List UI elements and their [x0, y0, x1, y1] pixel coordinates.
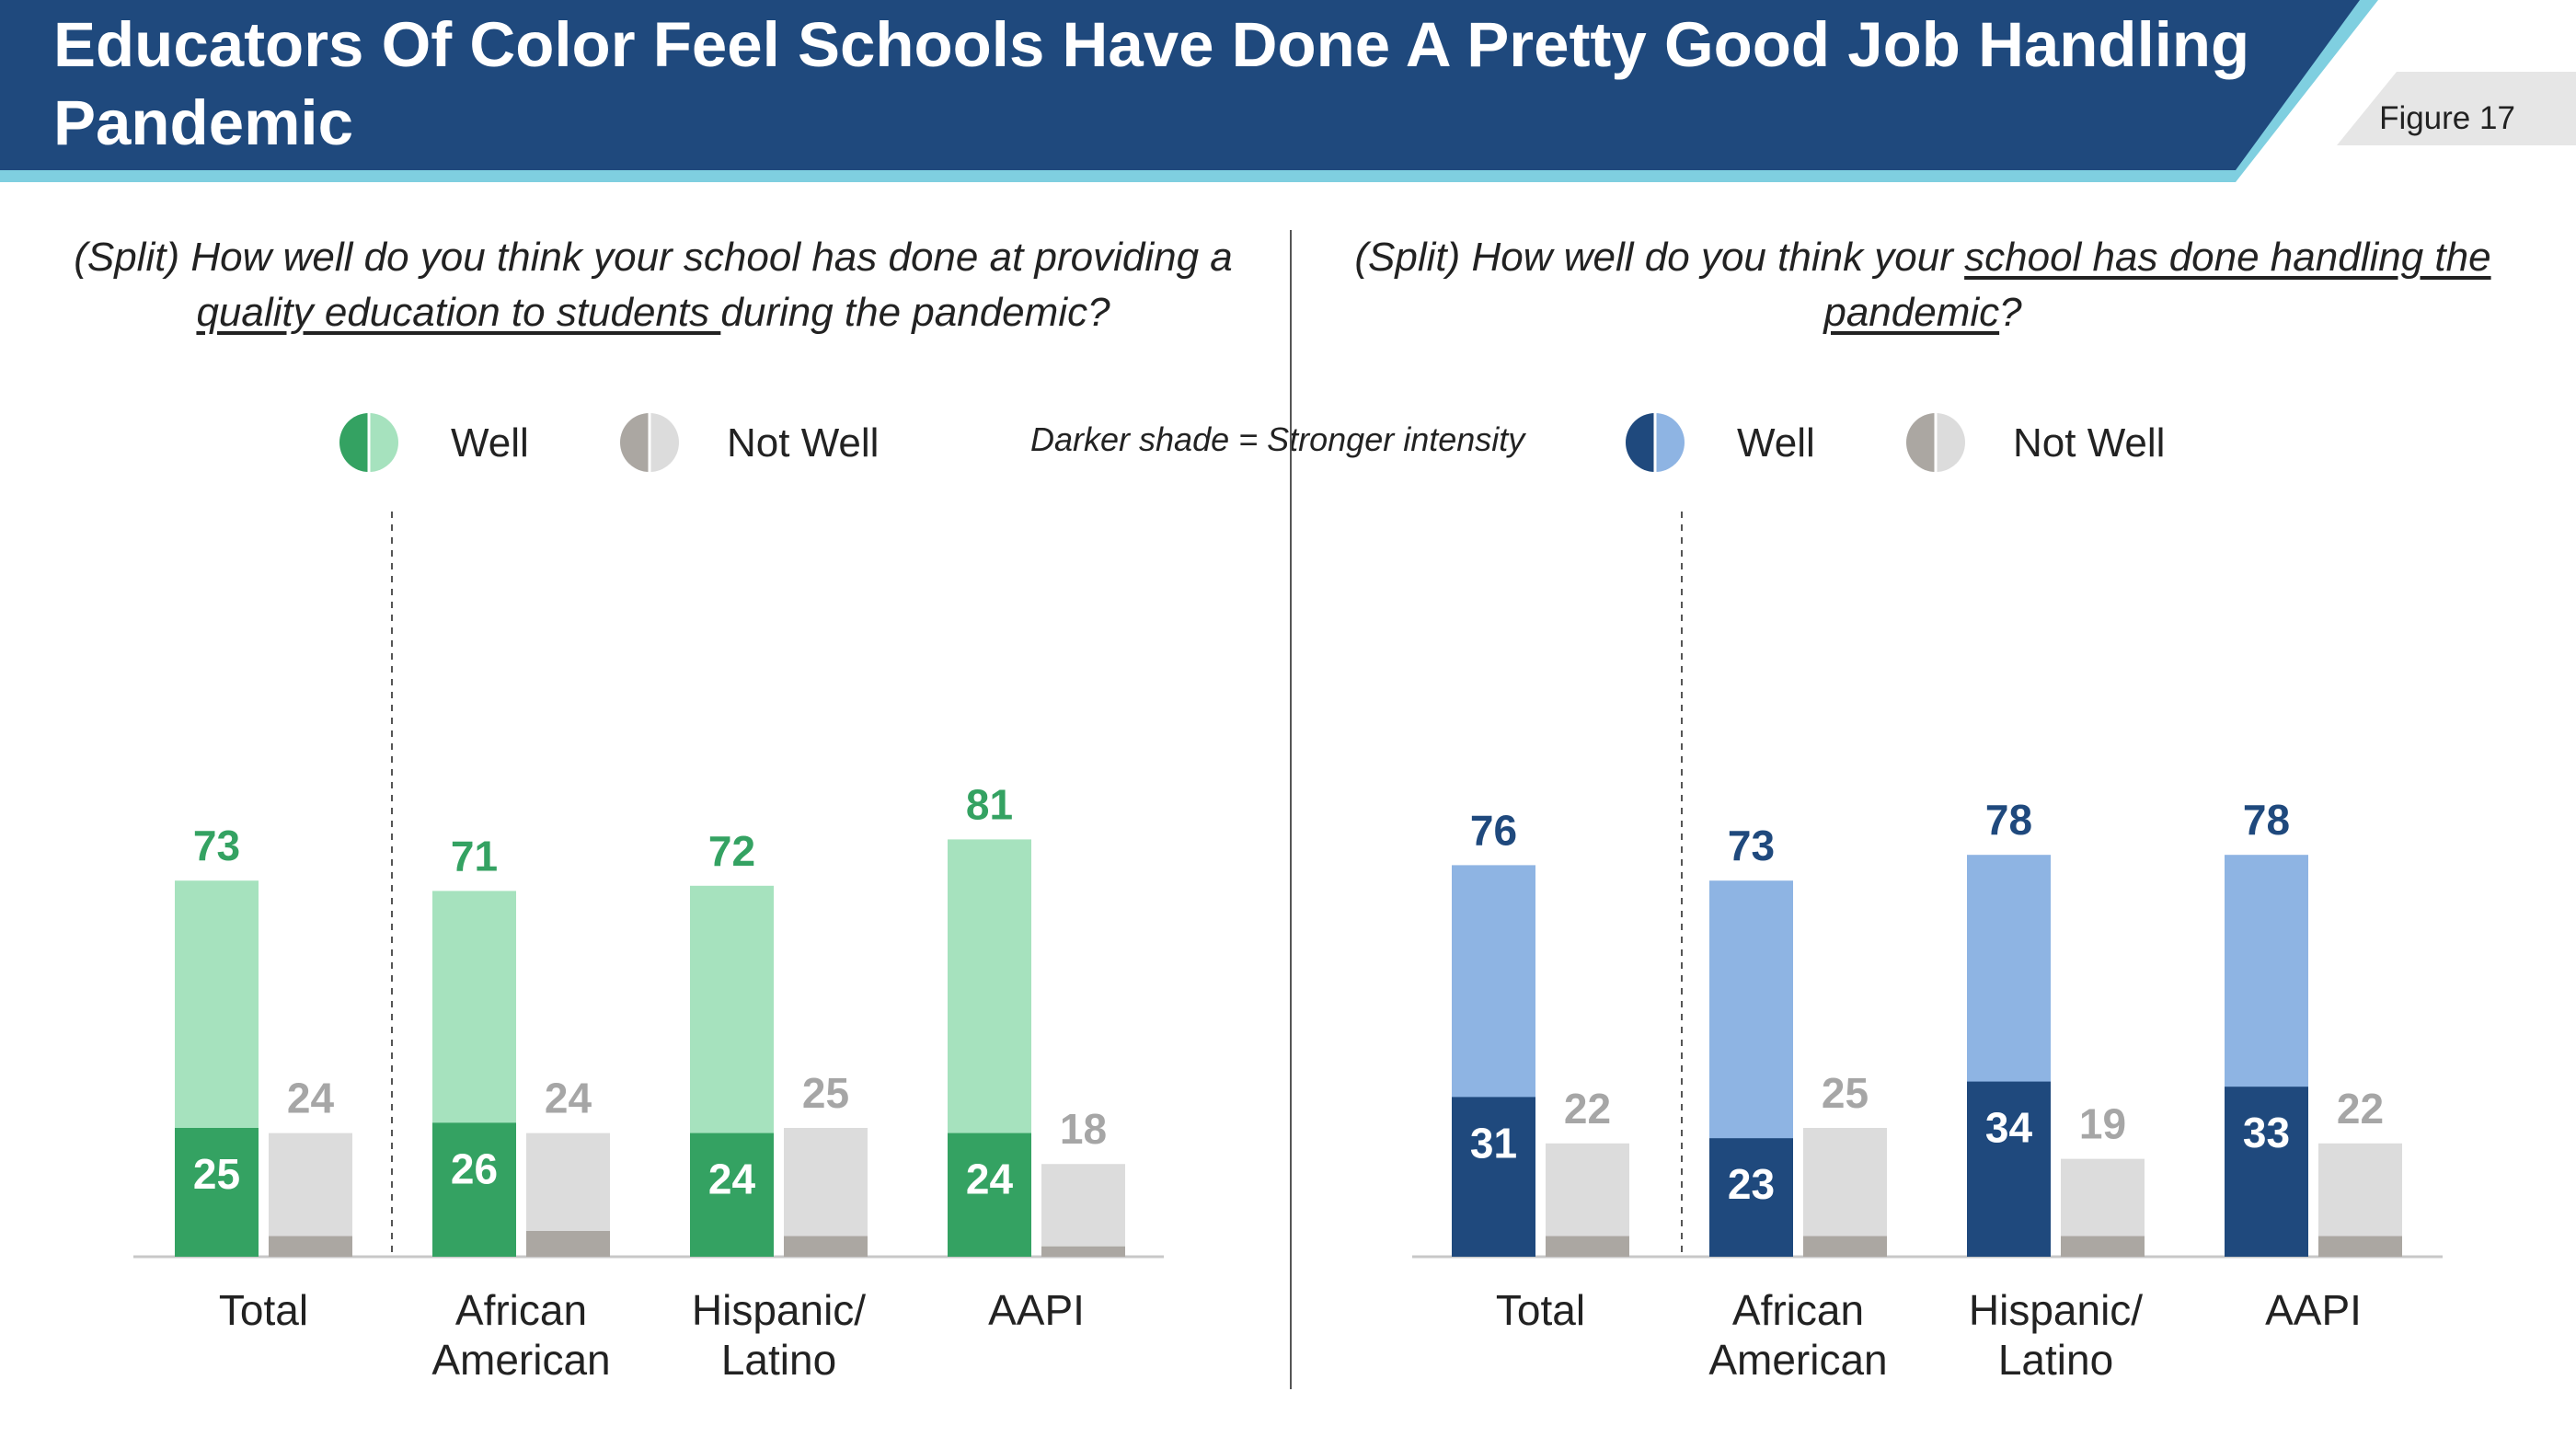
question-left-suffix: during the pandemic? — [720, 290, 1110, 335]
legend-right-well-label: Well — [1737, 420, 1815, 466]
chart-left-bar-not-well-hispanic-latino — [784, 1128, 868, 1257]
question-left-underlined: quality education to students — [196, 290, 721, 335]
legend-left-not-well-swatch-dark-half — [620, 413, 650, 472]
chart-right-label-not-well-total: 22 — [1564, 1085, 1611, 1133]
header-banner — [0, 0, 2576, 182]
chart-right-label-well-strong-aapi: 33 — [2243, 1109, 2290, 1156]
chart-right-label-well-strong-african-american: 23 — [1728, 1160, 1775, 1208]
chart-right-category-label-hispanic-latino-line1: Hispanic/ — [1969, 1286, 2143, 1334]
chart-left-category-label-hispanic-latino-line1: Hispanic/ — [692, 1286, 866, 1334]
question-left: (Split) How well do you think your schoo… — [18, 230, 1288, 340]
legend-right-well-swatch-dark-half — [1626, 413, 1655, 472]
question-right-suffix: ? — [1999, 290, 2022, 335]
chart-right-category-label-hispanic-latino-line2: Latino — [1998, 1336, 2113, 1384]
chart-left-label-well-strong-aapi: 24 — [966, 1156, 1014, 1203]
page-title: Educators Of Color Feel Schools Have Don… — [53, 9, 2250, 158]
chart-left-label-not-well-hispanic-latino: 25 — [802, 1069, 849, 1117]
chart-left-bar-well-strong-hispanic-latino — [690, 1133, 774, 1257]
legend-left-not-well-label: Not Well — [727, 420, 880, 466]
chart-right-label-well-aapi: 78 — [2243, 796, 2290, 844]
legend-right-well-swatch-light-half — [1655, 413, 1685, 472]
chart-right-label-not-well-african-american: 25 — [1822, 1069, 1869, 1117]
chart-left-bar-not-well-strong-aapi — [1041, 1246, 1125, 1257]
chart-right-label-well-strong-total: 31 — [1470, 1119, 1517, 1167]
chart-right-label-not-well-hispanic-latino: 19 — [2079, 1100, 2126, 1148]
chart-right-bar-well-strong-african-american — [1709, 1138, 1793, 1257]
chart-right-bar-not-well-strong-total — [1546, 1236, 1629, 1257]
chart-right-category-label-african-american-line1: African — [1732, 1286, 1864, 1334]
chart-right-bar-not-well-strong-aapi — [2318, 1236, 2402, 1257]
legend-right-not-well-label: Not Well — [2013, 420, 2166, 466]
chart-left-bar-not-well-aapi — [1041, 1164, 1125, 1257]
chart-left-label-not-well-african-american: 24 — [545, 1075, 592, 1122]
chart-left-bar-not-well-strong-total — [269, 1236, 352, 1257]
chart-right-bar-not-well-african-american — [1803, 1128, 1887, 1257]
question-left-prefix: (Split) How well do you think your schoo… — [74, 235, 1233, 280]
chart-left-label-well-african-american: 71 — [451, 832, 498, 880]
legend-left-well-label: Well — [451, 420, 529, 466]
legend-left-not-well-swatch-light-half — [650, 413, 679, 472]
question-right: (Split) How well do you think your schoo… — [1306, 230, 2539, 340]
chart-right-bar-not-well-strong-african-american — [1803, 1236, 1887, 1257]
chart-right-label-well-strong-hispanic-latino: 34 — [1985, 1104, 2033, 1152]
chart-left-category-label-hispanic-latino-line2: Latino — [721, 1336, 836, 1384]
chart-left-label-not-well-total: 24 — [287, 1075, 335, 1122]
figure-number: Figure 17 — [2379, 100, 2515, 136]
chart-left-bar-well-strong-aapi — [948, 1133, 1031, 1257]
chart-right-bar-well-strong-hispanic-latino — [1967, 1081, 2051, 1257]
legend-right-not-well-swatch-dark-half — [1906, 413, 1936, 472]
legend-right-not-well-swatch-light-half — [1936, 413, 1965, 472]
chart-right-label-well-hispanic-latino: 78 — [1985, 796, 2032, 844]
legend-intensity-note: Darker shade = Stronger intensity — [1030, 420, 1525, 458]
chart-right-label-well-african-american: 73 — [1728, 822, 1775, 869]
legend-left-well-swatch-light-half — [369, 413, 398, 472]
chart-right-bar-well-strong-total — [1452, 1097, 1535, 1257]
chart-left-category-label-total-line1: Total — [219, 1286, 308, 1334]
chart-right-bar-well-strong-aapi — [2225, 1087, 2308, 1257]
chart-right-label-not-well-aapi: 22 — [2337, 1085, 2384, 1133]
chart-left-label-not-well-aapi: 18 — [1060, 1105, 1107, 1153]
chart-left-bar-well-strong-african-american — [432, 1122, 516, 1257]
chart-right-category-label-aapi-line1: AAPI — [2265, 1286, 2362, 1334]
chart-left-label-well-aapi: 81 — [966, 780, 1013, 828]
legend-left-well-swatch-dark-half — [339, 413, 369, 472]
chart-left-bar-well-strong-total — [175, 1128, 259, 1257]
chart-right-category-label-total-line1: Total — [1496, 1286, 1585, 1334]
chart-left-bar-not-well-strong-hispanic-latino — [784, 1236, 868, 1257]
chart-left-label-well-total: 73 — [193, 822, 240, 869]
question-right-prefix: (Split) How well do you think your — [1354, 235, 1965, 280]
chart-left-category-label-aapi-line1: AAPI — [988, 1286, 1085, 1334]
chart-right-bar-not-well-strong-hispanic-latino — [2061, 1236, 2145, 1257]
question-right-underlined: school has done handling the pandemic — [1823, 235, 2491, 335]
chart-left-category-label-african-american-line1: African — [455, 1286, 587, 1334]
header-background — [0, 0, 2360, 170]
chart-left-label-well-hispanic-latino: 72 — [708, 827, 755, 875]
chart-left-category-label-african-american-line2: American — [431, 1336, 610, 1384]
chart-right-category-label-african-american-line2: American — [1708, 1336, 1887, 1384]
chart-left-label-well-strong-hispanic-latino: 24 — [708, 1156, 756, 1203]
chart-left-label-well-strong-total: 25 — [193, 1150, 240, 1198]
chart-right-label-well-total: 76 — [1470, 806, 1517, 854]
chart-left-label-well-strong-african-american: 26 — [451, 1144, 498, 1192]
figure-tab — [2337, 72, 2576, 145]
chart-left-bar-not-well-strong-african-american — [526, 1231, 610, 1257]
